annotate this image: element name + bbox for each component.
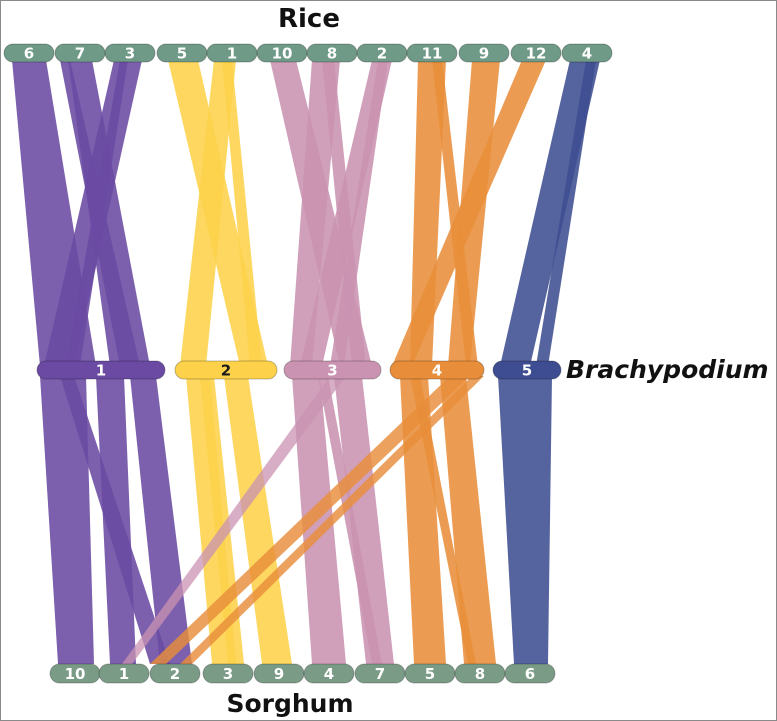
sorghum-chromosome-6: 6 xyxy=(504,663,556,684)
rice-chromosome-8: 8 xyxy=(306,43,358,63)
brachypodium-chromosome-1: 1 xyxy=(36,360,166,380)
band-brachy-sorghum-7 xyxy=(292,376,346,664)
rice-chromosome-5-label: 5 xyxy=(177,44,187,62)
sorghum-chromosome-8: 8 xyxy=(454,663,506,684)
brachypodium-chromosome-5: 5 xyxy=(492,360,562,380)
band-brachy-sorghum-10 xyxy=(400,376,446,664)
rice-chromosome-1: 1 xyxy=(206,43,258,63)
sorghum-chromosome-5-label: 5 xyxy=(425,665,435,683)
sorghum-chromosome-10-label: 10 xyxy=(65,665,86,683)
sorghum-chromosome-2: 2 xyxy=(149,663,201,684)
sorghum-chromosome-6-label: 6 xyxy=(525,665,535,683)
band-rice-brachy-18 xyxy=(536,60,596,366)
band-brachy-sorghum-3 xyxy=(60,376,170,664)
band-cross-chr4-a xyxy=(150,376,470,664)
rice-chromosome-11: 11 xyxy=(406,43,458,63)
sorghum-chromosome-3-label: 3 xyxy=(223,665,233,683)
sorghum-chromosome-7-label: 7 xyxy=(375,665,385,683)
band-brachy-sorghum-13 xyxy=(498,376,552,664)
band-rice-brachy-13 xyxy=(410,60,446,366)
band-rice-brachy-4 xyxy=(66,60,128,366)
rice-chromosome-3: 3 xyxy=(104,43,156,63)
brachypodium-chromosome-3: 3 xyxy=(283,360,382,380)
synteny-bands xyxy=(12,60,600,664)
rice-chromosome-2: 2 xyxy=(356,43,408,63)
sorghum-chromosome-4: 4 xyxy=(303,663,355,684)
brachypodium-chromosome-2-label: 2 xyxy=(221,361,231,379)
brachypodium-chromosome-1-label: 1 xyxy=(96,361,106,379)
brachypodium-chromosome-2: 2 xyxy=(174,360,278,380)
rice-chromosome-12-label: 12 xyxy=(526,44,547,62)
sorghum-chromosome-4-label: 4 xyxy=(324,665,334,683)
sorghum-chromosome-2-label: 2 xyxy=(170,665,180,683)
rice-chromosome-10-label: 10 xyxy=(272,44,293,62)
rice-chromosome-7-label: 7 xyxy=(75,44,85,62)
brachypodium-chromosome-3-label: 3 xyxy=(327,361,337,379)
brachypodium-chromosome-4: 4 xyxy=(389,360,485,380)
sorghum-chromosome-10: 10 xyxy=(49,663,101,684)
brachypodium-chromosome-4-label: 4 xyxy=(432,361,442,379)
band-rice-brachy-15 xyxy=(392,60,546,366)
rice-chromosome-6: 6 xyxy=(3,43,55,63)
rice-chromosome-8-label: 8 xyxy=(327,44,337,62)
rice-chromosome-7: 7 xyxy=(54,43,106,63)
rice-genome-label: Rice xyxy=(278,4,340,34)
chromosome-bars: 6 7 3 5 1 10 8 2 11 9 12 410 1 2 3 9 4 7 5 8 61 2 3 4 5 xyxy=(3,43,613,684)
sorghum-chromosome-7: 7 xyxy=(354,663,406,684)
band-cross-chr4-b xyxy=(180,376,484,664)
brachypodium-genome-label: Brachypodium xyxy=(566,355,769,384)
band-brachy-sorghum-9 xyxy=(318,376,382,664)
rice-chromosome-12: 12 xyxy=(510,43,562,63)
band-rice-brachy-6 xyxy=(180,60,236,366)
rice-chromosome-10: 10 xyxy=(256,43,308,63)
rice-chromosome-4: 4 xyxy=(561,43,613,63)
band-brachy-sorghum-0 xyxy=(40,376,94,664)
rice-chromosome-11-label: 11 xyxy=(422,44,443,62)
band-brachy-sorghum-12 xyxy=(410,376,476,664)
rice-chromosome-6-label: 6 xyxy=(24,44,34,62)
rice-chromosome-9: 9 xyxy=(458,43,510,63)
sorghum-chromosome-5: 5 xyxy=(404,663,456,684)
band-cross-chr3 xyxy=(122,376,346,664)
band-rice-brachy-12 xyxy=(330,60,388,366)
rice-chromosome-2-label: 2 xyxy=(377,44,387,62)
band-rice-brachy-9 xyxy=(290,60,340,366)
brachypodium-chromosome-5-label: 5 xyxy=(522,361,532,379)
rice-chromosome-5: 5 xyxy=(156,43,208,63)
band-brachy-sorghum-11 xyxy=(440,376,496,664)
sorghum-genome-label: Sorghum xyxy=(226,689,353,718)
sorghum-chromosome-9-label: 9 xyxy=(274,665,284,683)
sorghum-chromosome-9: 9 xyxy=(253,663,305,684)
sorghum-chromosome-1-label: 1 xyxy=(119,665,129,683)
band-rice-brachy-1 xyxy=(68,60,150,366)
rice-chromosome-3-label: 3 xyxy=(125,44,135,62)
band-brachy-sorghum-5 xyxy=(224,376,292,664)
sorghum-chromosome-3: 3 xyxy=(202,663,254,684)
band-rice-brachy-7 xyxy=(222,60,262,366)
rice-chromosome-9-label: 9 xyxy=(479,44,489,62)
rice-chromosome-1-label: 1 xyxy=(227,44,237,62)
band-brachy-sorghum-8 xyxy=(334,376,394,664)
sorghum-chromosome-1: 1 xyxy=(98,663,150,684)
sorghum-chromosome-8-label: 8 xyxy=(475,665,485,683)
rice-chromosome-4-label: 4 xyxy=(582,44,592,62)
band-rice-brachy-16 xyxy=(432,60,478,366)
